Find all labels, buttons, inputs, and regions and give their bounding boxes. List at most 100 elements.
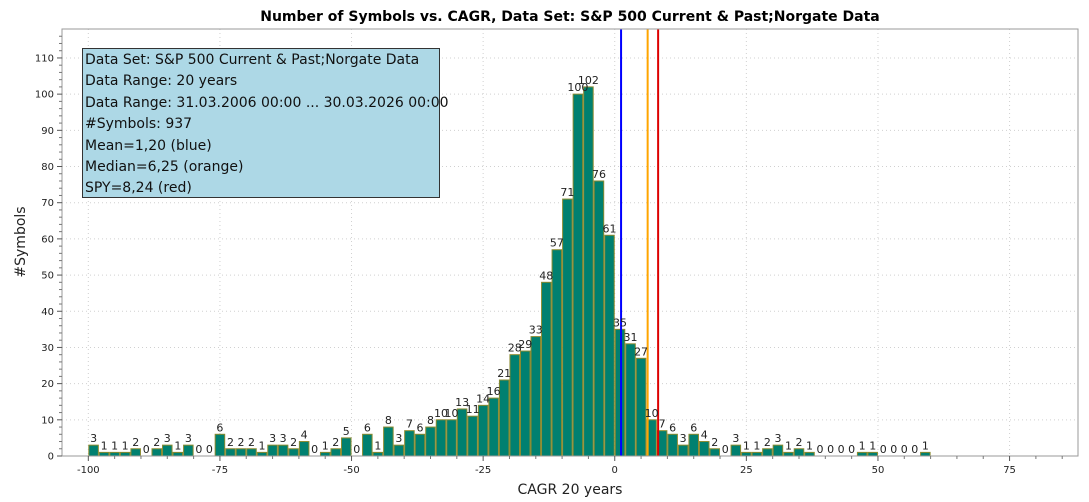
histogram-bar: [583, 86, 594, 457]
bar-value-label: 27: [634, 345, 648, 358]
bar-value-label: 3: [164, 432, 171, 445]
histogram-bar: [551, 249, 563, 457]
bar-value-label: 2: [153, 436, 160, 449]
bar-value-label: 0: [722, 443, 729, 456]
bar-value-label: 0: [817, 443, 824, 456]
histogram-bar: [625, 343, 636, 457]
y-tick-label: 60: [41, 234, 54, 245]
histogram-bar: [498, 379, 510, 457]
bar-value-label: 0: [848, 443, 855, 456]
bar-value-label: 6: [364, 421, 371, 434]
histogram-bar: [330, 448, 342, 457]
y-axis-label: #Symbols: [13, 206, 29, 277]
histogram-bar: [488, 397, 499, 457]
bar-value-label: 2: [332, 436, 339, 449]
histogram-bar: [614, 328, 626, 457]
bar-value-label: 29: [518, 338, 532, 351]
histogram-bar: [267, 444, 278, 457]
histogram-bar: [604, 234, 615, 457]
histogram-bar: [256, 451, 268, 457]
histogram-bar: [298, 441, 310, 457]
bar-value-label: 14: [476, 392, 490, 405]
histogram-bar: [404, 430, 415, 457]
bar-value-label: 3: [185, 432, 192, 445]
bar-value-label: 10: [434, 407, 448, 420]
bar-value-label: 6: [669, 421, 676, 434]
bar-value-label: 76: [592, 168, 606, 181]
histogram-bar: [477, 404, 489, 457]
histogram-bar: [509, 354, 520, 457]
histogram-bar: [793, 448, 805, 457]
bar-value-label: 2: [764, 436, 771, 449]
histogram-bar: [319, 451, 331, 457]
bar-value-label: 1: [922, 439, 929, 452]
bar-value-label: 8: [385, 414, 392, 427]
info-line-spy: SPY=8,24 (red): [85, 180, 192, 197]
histogram-bar: [372, 451, 384, 457]
histogram-bar: [667, 433, 678, 457]
info-line-mean: Mean=1,20 (blue): [85, 137, 212, 154]
plot-frame: [61, 28, 1079, 457]
bar-value-label: 1: [101, 439, 108, 452]
bar-value-label: 0: [890, 443, 897, 456]
histogram-bar: [446, 419, 457, 457]
bar-value-label: 2: [711, 436, 718, 449]
bar-value-label: 10: [645, 407, 659, 420]
bar-value-label: 33: [529, 324, 543, 337]
info-line-symbols: #Symbols: 937: [85, 116, 193, 133]
bar-value-label: 7: [406, 418, 413, 431]
info-box: Data Set: S&P 500 Current & Past;Norgate…: [82, 48, 449, 198]
histogram-bar: [162, 444, 173, 457]
histogram-bar: [920, 451, 931, 457]
bar-value-label: 2: [237, 436, 244, 449]
bar-value-label: 31: [624, 331, 638, 344]
histogram-bar: [172, 451, 184, 457]
histogram-bar: [751, 451, 763, 457]
histogram-bar: [519, 350, 531, 457]
histogram-bar: [783, 451, 794, 457]
histogram-bar: [119, 451, 131, 457]
bar-value-label: 4: [301, 429, 308, 442]
histogram-bar: [383, 426, 394, 457]
bar-value-label: 48: [539, 269, 553, 282]
bar-value-label: 0: [901, 443, 908, 456]
histogram-bar: [709, 448, 721, 457]
histogram-bar: [414, 433, 426, 457]
bar-value-label: 1: [111, 439, 118, 452]
bar-value-label: 1: [259, 439, 266, 452]
x-tick-label: 0: [612, 465, 618, 476]
x-axis-ticks: -100 -75 -50 -25 0 25 50 75: [77, 456, 1063, 476]
y-tick-label: 80: [41, 162, 54, 173]
histogram-bar: [151, 448, 163, 457]
y-tick-label: 100: [35, 90, 54, 101]
bar-value-label: 0: [911, 443, 918, 456]
bar-value-label: 0: [195, 443, 202, 456]
bar-value-label: 102: [578, 74, 599, 87]
y-tick-label: 90: [41, 126, 54, 137]
x-tick-label: -50: [343, 465, 359, 476]
histogram-bar: [730, 444, 742, 457]
x-tick-label: -25: [475, 465, 491, 476]
bar-value-label: 1: [374, 439, 381, 452]
bar-value-label: 2: [290, 436, 297, 449]
bar-value-label: 1: [869, 439, 876, 452]
bar-value-label: 13: [455, 396, 469, 409]
x-axis-label: CAGR 20 years: [518, 482, 623, 498]
histogram-bar: [225, 448, 236, 457]
histogram-bar: [804, 451, 815, 457]
bar-value-label: 1: [122, 439, 129, 452]
bar-value-label: 6: [216, 421, 223, 434]
histogram-bar: [741, 451, 752, 457]
bar-value-label: 28: [508, 342, 522, 355]
bar-value-label: 3: [280, 432, 287, 445]
histogram-bar: [288, 448, 299, 457]
histogram-bar: [467, 415, 478, 457]
bar-value-label: 0: [838, 443, 845, 456]
histogram-bar: [772, 444, 784, 457]
bar-value-label: 10: [445, 407, 459, 420]
bar-value-label: 1: [785, 439, 792, 452]
histogram-bar: [246, 448, 257, 457]
x-tick-label: 50: [872, 465, 885, 476]
histogram-bar: [688, 433, 699, 457]
y-tick-label: 50: [41, 271, 54, 282]
